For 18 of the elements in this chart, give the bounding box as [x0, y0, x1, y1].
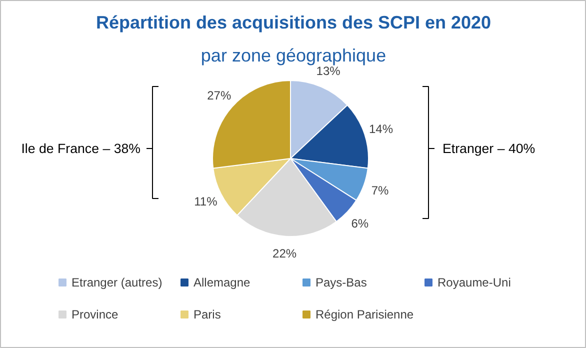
- data-label: 6%: [351, 216, 369, 231]
- data-label: 7%: [371, 184, 390, 198]
- legend-label: Paris: [194, 308, 221, 322]
- data-label: 14%: [368, 122, 394, 136]
- data-label: 13%: [316, 64, 341, 78]
- legend-label: Royaume-Uni: [438, 276, 511, 290]
- chart-title: Répartition des acquisitions des SCPI en 2020: [96, 12, 492, 32]
- data-label: 11%: [194, 194, 218, 209]
- legend-label: Allemagne: [194, 276, 251, 290]
- legend-label: Province: [72, 308, 119, 322]
- legend-label: Pays-Bas: [316, 276, 367, 290]
- text: Ile de France – 38%: [21, 141, 141, 156]
- legend-label: Région Parisienne: [316, 308, 414, 322]
- data-label: 22%: [272, 246, 297, 260]
- chart-subtitle: par zone géographique: [200, 46, 386, 66]
- text: Etranger – 40%: [442, 141, 536, 156]
- data-label: 27%: [207, 88, 232, 103]
- legend-label: Etranger (autres): [72, 276, 162, 290]
